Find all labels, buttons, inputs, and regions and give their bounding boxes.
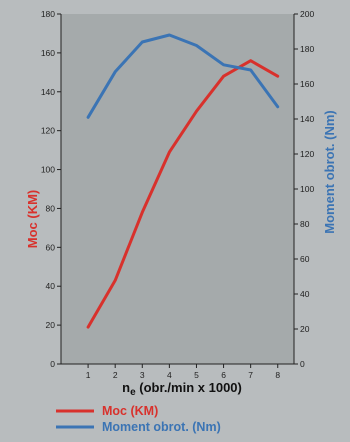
x-tick-label: 4	[167, 370, 172, 380]
left-tick-label: 60	[46, 242, 56, 252]
legend: Moc (KM) Moment obrot. (Nm)	[56, 404, 221, 434]
x-axis-label-rest: (obr./min x 1000)	[136, 380, 242, 395]
left-tick-label: 100	[41, 165, 55, 175]
x-tick-label: 1	[86, 370, 91, 380]
x-tick-label: 2	[113, 370, 118, 380]
right-tick-label: 60	[300, 254, 310, 264]
right-tick-label: 120	[300, 149, 314, 159]
right-tick-label: 20	[300, 324, 310, 334]
series-line-torque	[86, 33, 280, 119]
left-tick-label: 180	[41, 9, 55, 19]
left-tick-label: 0	[50, 359, 55, 369]
tick-labels: 0 20 40 60 80 100 120 140 160 180 0 20 40 60 80 100 120 1…	[41, 9, 315, 380]
right-tick-label: 160	[300, 79, 314, 89]
x-tick-label: 6	[221, 370, 226, 380]
x-tick-label: 7	[248, 370, 253, 380]
right-axis-label: Moment obrot. (Nm)	[322, 110, 337, 233]
legend-label-torque: Moment obrot. (Nm)	[102, 420, 221, 434]
left-tick-label: 160	[41, 48, 55, 58]
right-tick-label: 100	[300, 184, 314, 194]
series-lines	[86, 33, 280, 329]
left-axis-label: Moc (KM)	[25, 190, 40, 249]
right-tick-label: 0	[300, 359, 305, 369]
x-axis-label: ne (obr./min x 1000)	[122, 380, 242, 398]
left-tick-label: 80	[46, 203, 56, 213]
right-tick-label: 80	[300, 219, 310, 229]
series-line-power	[86, 59, 280, 329]
x-tick-label: 5	[194, 370, 199, 380]
right-tick-label: 200	[300, 9, 314, 19]
right-tick-label: 40	[300, 289, 310, 299]
x-axis-label-main: n	[122, 380, 130, 395]
x-tick-label: 8	[275, 370, 280, 380]
x-tick-label: 3	[140, 370, 145, 380]
left-tick-label: 20	[46, 320, 56, 330]
left-tick-label: 140	[41, 87, 55, 97]
right-tick-label: 180	[300, 44, 314, 54]
legend-label-power: Moc (KM)	[102, 404, 158, 418]
left-tick-label: 120	[41, 126, 55, 136]
x-axis-label-subscript: e	[130, 387, 136, 398]
left-tick-label: 40	[46, 281, 56, 291]
axes	[57, 13, 298, 368]
right-tick-label: 140	[300, 114, 314, 124]
